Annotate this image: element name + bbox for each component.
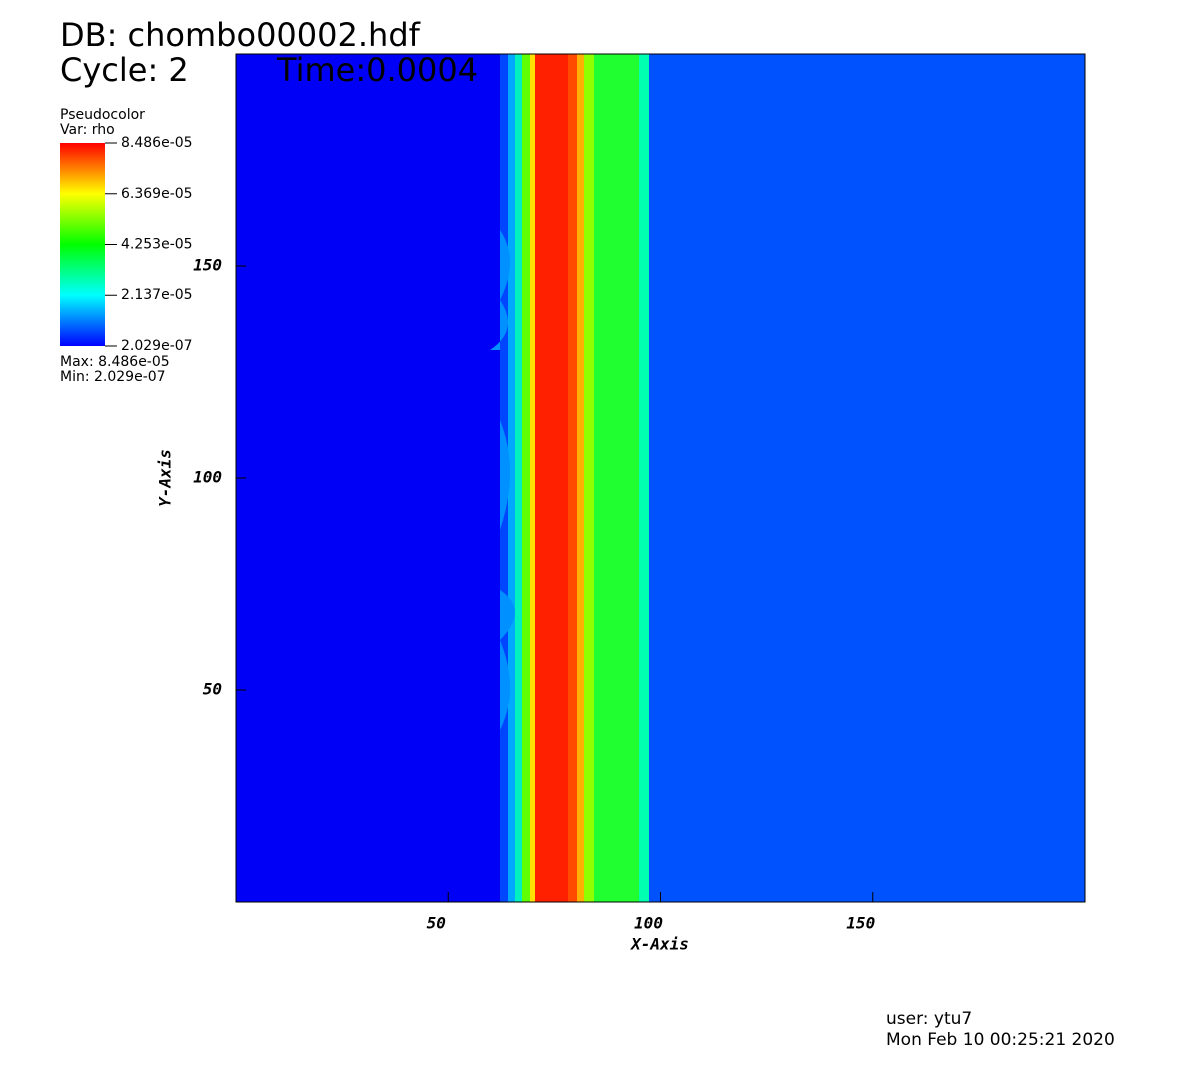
colorbar [60, 143, 105, 346]
y-tick-label: 50 [203, 680, 222, 699]
x-axis-label: X-Axis [629, 935, 689, 954]
legend-min: Min: 2.029e-07 [60, 369, 166, 385]
user: user: ytu7 [886, 1009, 972, 1029]
colorbar-tick-label: 2.029e-07 [121, 338, 193, 354]
y-tick-label: 100 [193, 468, 222, 487]
colorbar-tick-label: 8.486e-05 [121, 135, 193, 151]
date: Mon Feb 10 00:25:21 2020 [886, 1030, 1115, 1050]
db-title: DB: chombo00002.hdf [60, 16, 421, 54]
legend-max: Max: 8.486e-05 [60, 354, 170, 370]
colorbar-tick-label: 2.137e-05 [121, 287, 193, 303]
field [236, 54, 1085, 902]
cycle: Cycle: 2 [60, 51, 189, 89]
colorbar-tick-label: 4.253e-05 [121, 237, 193, 253]
colorbar-tick-label: 6.369e-05 [121, 186, 193, 202]
y-tick-label: 150 [193, 256, 222, 275]
y-axis-label: Y-Axis [156, 449, 175, 507]
legend-var: Var: rho [60, 122, 115, 138]
legend-plot: Pseudocolor [60, 107, 145, 123]
x-tick-label: 150 [846, 914, 875, 933]
x-tick-label: 50 [427, 914, 446, 933]
x-tick-label: 100 [634, 914, 663, 933]
time: Time:0.0004 [276, 51, 478, 89]
